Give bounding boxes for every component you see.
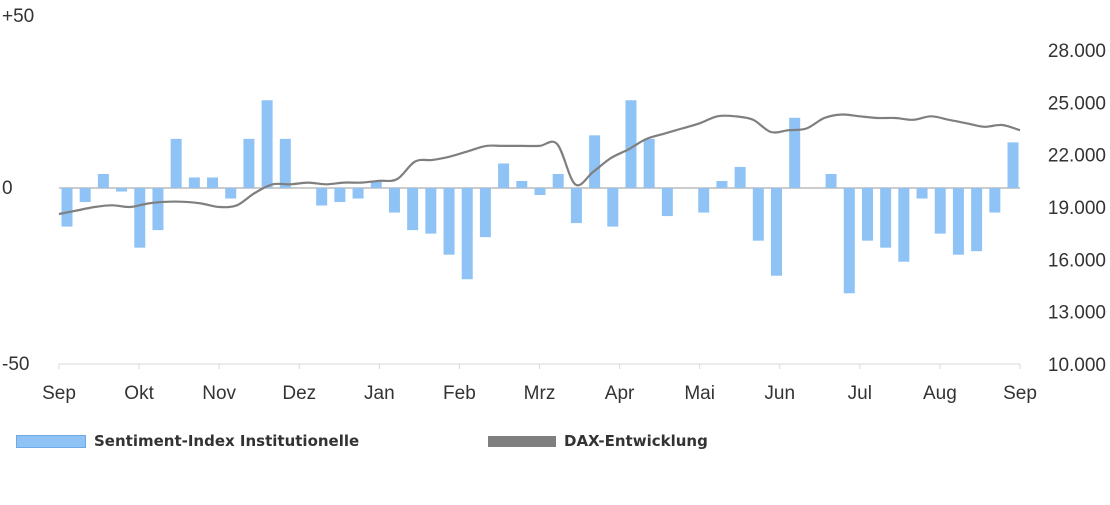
sentiment-bar — [443, 188, 455, 255]
sentiment-bar — [607, 188, 619, 227]
sentiment-bar — [370, 180, 382, 188]
x-tick-label: Feb — [443, 383, 476, 404]
sentiment-bar — [916, 188, 928, 199]
sentiment-bar — [789, 117, 801, 188]
sentiment-bar — [752, 188, 764, 241]
x-tick-label: Mrz — [524, 383, 556, 404]
sentiment-bar — [316, 188, 328, 206]
legend-label-sentiment: Sentiment-Index Institutionelle — [94, 432, 360, 450]
sentiment-bar — [352, 188, 364, 199]
bar-series — [61, 100, 1019, 294]
x-tick-label: Jan — [364, 383, 395, 404]
sentiment-bar — [643, 138, 655, 188]
sentiment-bar — [843, 188, 855, 294]
sentiment-bar — [243, 138, 255, 188]
sentiment-bar — [279, 138, 291, 188]
sentiment-bar — [625, 100, 637, 188]
sentiment-bar — [589, 135, 601, 188]
sentiment-bar — [97, 173, 109, 188]
right-tick-label: 28.000 — [1048, 41, 1106, 62]
sentiment-bar — [170, 138, 182, 188]
sentiment-bar — [479, 188, 491, 238]
sentiment-bar — [388, 188, 400, 213]
right-tick-label: 16.000 — [1048, 250, 1106, 271]
sentiment-bar — [116, 188, 128, 192]
left-tick-label: +50 — [2, 6, 34, 27]
x-tick-label: Okt — [124, 383, 154, 404]
sentiment-bar — [498, 163, 510, 188]
x-axis-ticks: Sep Okt Nov Dez Jan Feb Mrz Apr Mai Jun Jul Aug Sep — [42, 364, 1037, 404]
sentiment-bar — [152, 188, 164, 231]
sentiment-bar — [952, 188, 964, 255]
right-y-axis: 28.000 25.000 22.000 19.000 16.000 13.000 10.0… — [1048, 41, 1106, 376]
sentiment-bar — [407, 188, 419, 231]
right-tick-label: 19.000 — [1048, 198, 1106, 219]
left-y-axis: +50 0 -50 — [2, 6, 34, 375]
sentiment-bar — [934, 188, 946, 234]
sentiment-bar — [461, 188, 473, 280]
sentiment-bar — [1007, 142, 1019, 188]
sentiment-bar — [207, 177, 219, 188]
right-tick-label: 25.000 — [1048, 93, 1106, 114]
sentiment-bar — [61, 188, 73, 227]
x-tick-label: Sep — [1003, 383, 1037, 404]
x-tick-label: Jul — [848, 383, 872, 404]
x-tick-label: Aug — [923, 383, 957, 404]
sentiment-bar — [825, 173, 837, 188]
sentiment-bar — [570, 188, 582, 224]
sentiment-bar — [79, 188, 91, 203]
sentiment-bar — [534, 188, 546, 196]
sentiment-bar — [989, 188, 1001, 213]
x-tick-label: Sep — [42, 383, 76, 404]
sentiment-bar — [334, 188, 346, 203]
sentiment-bar — [188, 177, 200, 188]
x-tick-label: Mai — [684, 383, 715, 404]
sentiment-bar — [898, 188, 910, 262]
legend-swatch-sentiment — [16, 434, 86, 448]
x-tick-label: Nov — [202, 383, 236, 404]
legend-item-dax: DAX-Entwicklung — [488, 432, 708, 450]
legend-swatch-dax — [488, 435, 556, 447]
sentiment-bar — [861, 188, 873, 241]
x-tick-label: Jun — [764, 383, 795, 404]
x-tick-label: Dez — [282, 383, 316, 404]
sentiment-bar — [225, 188, 237, 199]
sentiment-bar — [698, 188, 710, 213]
sentiment-bar — [261, 100, 273, 188]
sentiment-bar — [880, 188, 892, 248]
sentiment-bar — [516, 180, 528, 188]
sentiment-bar — [552, 173, 564, 188]
sentiment-bar — [661, 188, 673, 217]
sentiment-bar — [134, 188, 146, 248]
left-tick-label: -50 — [2, 354, 29, 375]
left-tick-label: 0 — [2, 178, 13, 199]
sentiment-bar — [771, 188, 782, 276]
x-tick-label: Apr — [605, 383, 635, 404]
right-tick-label: 22.000 — [1048, 146, 1106, 167]
sentiment-bar — [425, 188, 437, 234]
legend-item-sentiment: Sentiment-Index Institutionelle — [16, 432, 359, 450]
sentiment-bar — [716, 180, 728, 188]
right-tick-label: 13.000 — [1048, 303, 1106, 324]
sentiment-bar — [971, 188, 983, 252]
right-tick-label: 10.000 — [1048, 355, 1106, 376]
legend-label-dax: DAX-Entwicklung — [564, 432, 708, 450]
sentiment-bar — [734, 166, 746, 188]
dax-line — [58, 113, 1021, 216]
